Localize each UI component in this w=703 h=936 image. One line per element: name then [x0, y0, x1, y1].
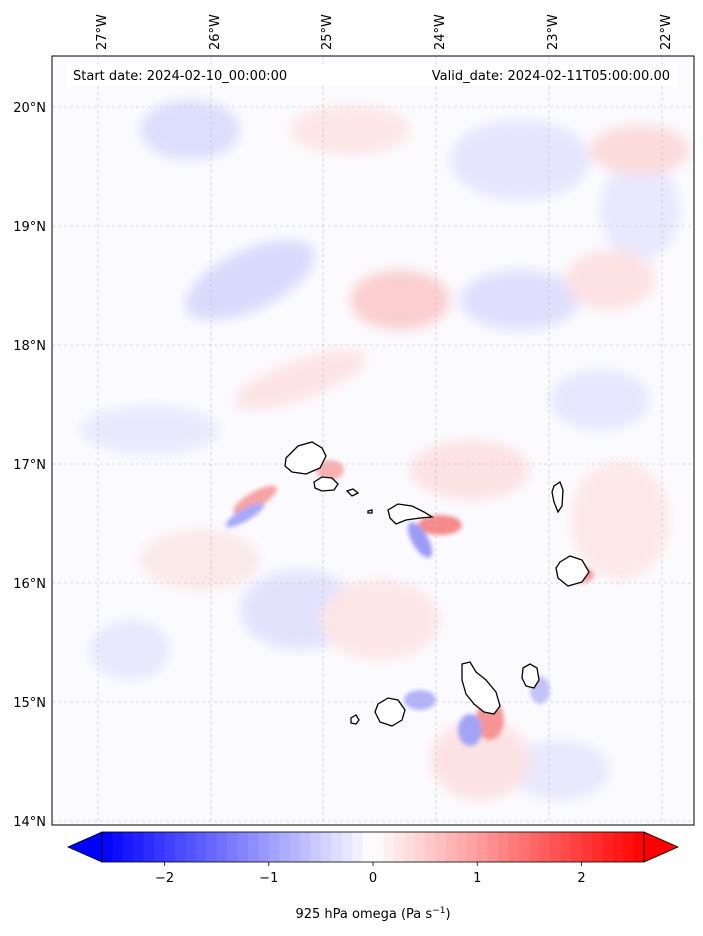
colorbar-cell — [122, 832, 134, 862]
colorbar: −2 −1 0 1 2 925 hPa omega (Pa s−1) — [67, 831, 679, 922]
colorbar-cell — [477, 832, 489, 862]
lon-label-24w: 24°W — [433, 14, 448, 50]
colorbar-tick-label: −2 — [155, 871, 174, 886]
colorbar-cell — [602, 832, 614, 862]
colorbar-cell — [112, 832, 124, 862]
colorbar-cell — [320, 832, 332, 862]
island-sao-vicente — [313, 476, 339, 492]
lon-label-27w: 27°W — [95, 14, 110, 50]
colorbar-cell — [591, 832, 603, 862]
island-sal — [551, 481, 564, 514]
island-santa-luzia — [345, 488, 360, 497]
island-brava — [350, 714, 360, 725]
annotation-bar — [66, 64, 678, 86]
colorbar-tick-label: 0 — [369, 871, 377, 886]
colorbar-cell — [373, 832, 385, 862]
island-santo-antao — [284, 441, 327, 475]
omega-field — [80, 100, 690, 800]
map-panel: Start date: 2024-02-10_00:00:00 Valid_da… — [51, 55, 695, 826]
colorbar-cell — [310, 832, 322, 862]
islet-branco — [367, 509, 373, 514]
colorbar-cell — [633, 832, 645, 862]
colorbar-cell — [258, 832, 270, 862]
colorbar-cell — [154, 832, 166, 862]
lat-label-15n: 15°N — [13, 696, 46, 711]
colorbar-cell — [227, 832, 239, 862]
lat-label-19n: 19°N — [13, 220, 46, 235]
colorbar-cell — [143, 832, 155, 862]
colorbar-cell — [352, 832, 364, 862]
colorbar-extend-high — [643, 831, 679, 863]
latitude-labels: 20°N 19°N 18°N 17°N 16°N 15°N 14°N — [13, 101, 46, 830]
colorbar-cell — [487, 832, 499, 862]
colorbar-cell — [300, 832, 312, 862]
colorbar-cell — [341, 832, 353, 862]
colorbar-cell — [174, 832, 186, 862]
colorbar-cell — [133, 832, 145, 862]
colorbar-cell — [435, 832, 447, 862]
longitude-labels: 27°W 26°W 25°W 24°W 23°W 22°W — [95, 14, 674, 50]
colorbar-cell — [425, 832, 437, 862]
colorbar-extend-low — [67, 831, 103, 863]
colorbar-cell — [289, 832, 301, 862]
colorbar-cell — [383, 832, 395, 862]
colorbar-cell — [560, 832, 572, 862]
start-date-label: Start date: 2024-02-10_00:00:00 — [73, 69, 287, 84]
colorbar-cell — [414, 832, 426, 862]
lat-label-14n: 14°N — [13, 815, 46, 830]
colorbar-cell — [539, 832, 551, 862]
colorbar-cell — [466, 832, 478, 862]
colorbar-cell — [164, 832, 176, 862]
lat-label-20n: 20°N — [13, 101, 46, 116]
colorbar-cell — [445, 832, 457, 862]
colorbar-cell — [581, 832, 593, 862]
colorbar-ticks: −2 −1 0 1 2 — [155, 862, 586, 886]
island-maio — [521, 663, 540, 689]
colorbar-cell — [550, 832, 562, 862]
island-santiago — [461, 661, 501, 715]
island-boa-vista — [555, 555, 590, 587]
lon-label-23w: 23°W — [546, 14, 561, 50]
lon-label-25w: 25°W — [320, 14, 335, 50]
colorbar-cell — [331, 832, 343, 862]
colorbar-cell — [362, 832, 374, 862]
colorbar-cell — [498, 832, 510, 862]
colorbar-cell — [206, 832, 218, 862]
lon-label-26w: 26°W — [208, 14, 223, 50]
colorbar-label: 925 hPa omega (Pa s−1) — [295, 906, 450, 922]
colorbar-cell — [571, 832, 583, 862]
colorbar-cell — [404, 832, 416, 862]
colorbar-cell — [508, 832, 520, 862]
colorbar-cell — [456, 832, 468, 862]
colorbar-cell — [195, 832, 207, 862]
colorbar-cell — [216, 832, 228, 862]
gridlines — [52, 56, 694, 825]
colorbar-cell — [393, 832, 405, 862]
lat-label-17n: 17°N — [13, 458, 46, 473]
colorbar-cell — [268, 832, 280, 862]
lat-label-18n: 18°N — [13, 339, 46, 354]
colorbar-cell — [529, 832, 541, 862]
map-frame — [51, 55, 695, 826]
colorbar-cells — [102, 832, 645, 862]
island-sao-nicolau — [387, 503, 435, 525]
colorbar-cell — [279, 832, 291, 862]
colorbar-tick-label: −1 — [259, 871, 278, 886]
island-outlines — [284, 441, 590, 727]
valid-date-label: Valid_date: 2024-02-11T05:00:00.00 — [432, 69, 670, 84]
colorbar-cell — [623, 832, 635, 862]
colorbar-cell — [247, 832, 259, 862]
colorbar-cell — [185, 832, 197, 862]
colorbar-tick-label: 1 — [473, 871, 481, 886]
colorbar-cell — [237, 832, 249, 862]
colorbar-cell — [102, 832, 114, 862]
lat-label-16n: 16°N — [13, 577, 46, 592]
island-fogo — [374, 697, 406, 727]
lon-label-22w: 22°W — [659, 14, 674, 50]
colorbar-tick-label: 2 — [577, 871, 585, 886]
colorbar-cell — [612, 832, 624, 862]
colorbar-cell — [518, 832, 530, 862]
